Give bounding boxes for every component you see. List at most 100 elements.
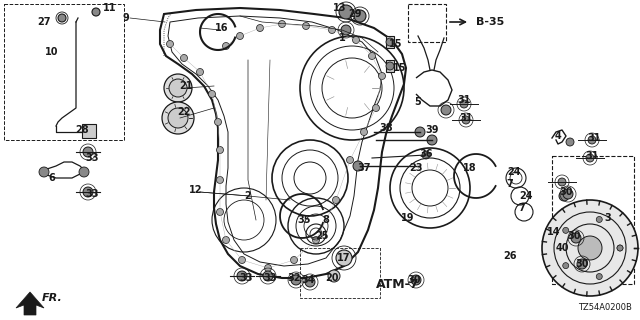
Bar [386, 60, 394, 72]
Text: 10: 10 [45, 47, 59, 57]
Circle shape [223, 236, 230, 244]
Bar [4, 4, 124, 140]
Text: 3: 3 [605, 213, 611, 223]
Circle shape [339, 5, 353, 19]
Circle shape [578, 236, 602, 260]
Text: 31: 31 [585, 151, 599, 161]
Circle shape [328, 27, 335, 34]
Circle shape [216, 209, 223, 215]
Circle shape [353, 36, 360, 44]
Circle shape [257, 25, 264, 31]
Circle shape [577, 259, 587, 269]
Circle shape [196, 68, 204, 76]
Circle shape [214, 118, 221, 125]
Text: 31: 31 [588, 133, 601, 143]
Text: 36: 36 [419, 149, 433, 159]
Text: 2: 2 [244, 191, 252, 201]
Text: 34: 34 [301, 275, 315, 285]
Circle shape [223, 43, 230, 50]
Text: 40: 40 [556, 243, 569, 253]
Circle shape [328, 270, 340, 282]
Text: 26: 26 [503, 251, 516, 261]
Circle shape [558, 178, 566, 186]
Text: 20: 20 [325, 273, 339, 283]
Circle shape [462, 116, 470, 124]
Circle shape [411, 275, 421, 285]
Text: 14: 14 [547, 227, 561, 237]
Text: 15: 15 [393, 63, 407, 73]
Circle shape [92, 8, 100, 16]
Circle shape [83, 147, 93, 157]
Circle shape [415, 127, 425, 137]
Circle shape [168, 108, 188, 128]
Text: 30: 30 [407, 275, 420, 285]
Text: 21: 21 [179, 81, 193, 91]
Text: 32: 32 [287, 273, 301, 283]
Text: 5: 5 [415, 97, 421, 107]
Circle shape [586, 154, 594, 162]
Circle shape [617, 245, 623, 251]
Circle shape [563, 228, 569, 233]
Text: 27: 27 [37, 17, 51, 27]
Circle shape [162, 102, 194, 134]
Text: 24: 24 [508, 167, 521, 177]
Circle shape [563, 189, 573, 199]
Text: 16: 16 [215, 23, 228, 33]
Text: 15: 15 [389, 39, 403, 49]
Text: 30: 30 [575, 259, 589, 269]
Circle shape [169, 79, 187, 97]
Circle shape [346, 156, 353, 164]
Text: B-35: B-35 [476, 17, 504, 27]
Text: 31: 31 [457, 95, 471, 105]
Text: 17: 17 [337, 253, 351, 263]
Circle shape [617, 245, 623, 251]
Circle shape [566, 138, 574, 146]
Bar [300, 248, 380, 298]
Circle shape [305, 277, 315, 287]
Circle shape [237, 271, 247, 281]
Circle shape [333, 196, 339, 204]
Text: 33: 33 [85, 153, 99, 163]
Text: 39: 39 [425, 125, 439, 135]
Circle shape [166, 41, 173, 47]
Circle shape [386, 38, 394, 46]
Text: 23: 23 [409, 163, 423, 173]
Text: 35: 35 [297, 215, 311, 225]
Circle shape [336, 250, 352, 266]
Text: 31: 31 [460, 113, 473, 123]
Circle shape [460, 100, 468, 108]
Text: 11: 11 [103, 3, 116, 13]
Circle shape [237, 33, 243, 39]
Text: 30: 30 [559, 187, 573, 197]
Text: 30: 30 [567, 231, 580, 241]
Circle shape [588, 136, 596, 144]
Text: 7: 7 [518, 203, 525, 213]
Bar [82, 124, 96, 138]
Text: 33: 33 [263, 273, 276, 283]
Text: ATM-7: ATM-7 [376, 278, 420, 292]
Text: 33: 33 [85, 189, 99, 199]
Text: 18: 18 [463, 163, 477, 173]
Text: 37: 37 [357, 163, 371, 173]
Text: TZ54A0200B: TZ54A0200B [578, 303, 632, 313]
Circle shape [312, 236, 319, 244]
Text: FR.: FR. [42, 293, 62, 303]
Circle shape [278, 20, 285, 28]
Circle shape [39, 167, 49, 177]
Text: 8: 8 [323, 215, 330, 225]
Circle shape [216, 177, 223, 183]
Circle shape [264, 265, 271, 271]
Text: 1: 1 [339, 33, 346, 43]
Circle shape [378, 73, 385, 79]
Circle shape [164, 74, 192, 102]
Circle shape [563, 263, 569, 268]
Text: 7: 7 [507, 179, 513, 189]
Circle shape [596, 216, 602, 222]
Text: 25: 25 [316, 231, 329, 241]
Circle shape [239, 257, 246, 263]
Text: 13: 13 [333, 3, 347, 13]
Text: 22: 22 [177, 107, 191, 117]
Text: 12: 12 [189, 185, 203, 195]
Polygon shape [16, 292, 44, 315]
Circle shape [596, 274, 602, 280]
